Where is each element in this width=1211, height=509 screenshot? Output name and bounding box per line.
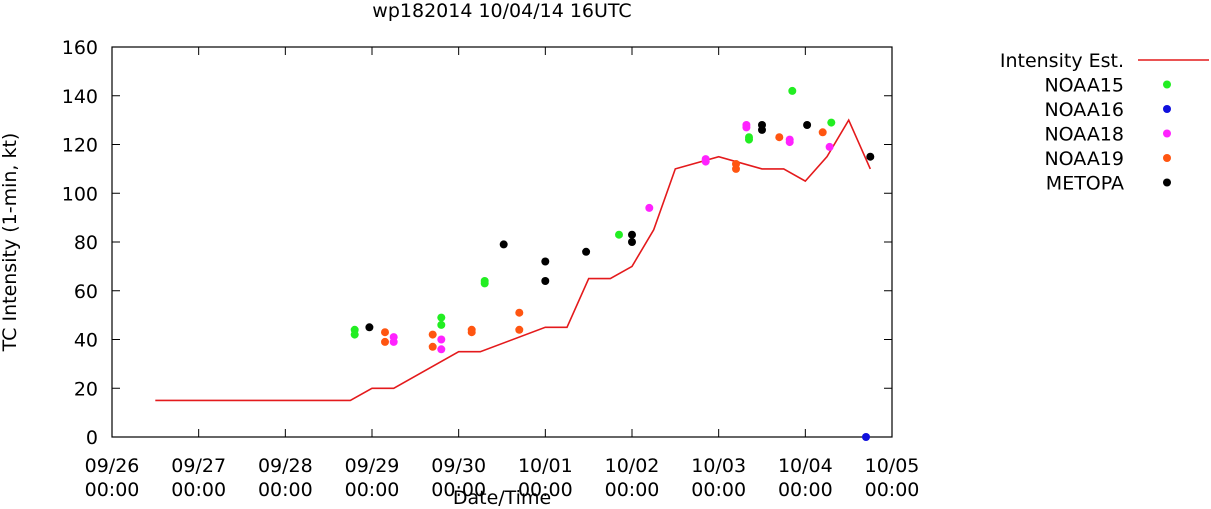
noaa19-point [381,337,389,346]
noaa19-point [428,342,437,351]
x-tick-time: 00:00 [171,479,226,501]
x-tick-date: 09/29 [345,455,400,477]
legend-label: NOAA15 [1044,75,1124,97]
x-tick-time: 00:00 [778,479,833,501]
metopa-point [758,125,766,134]
legend-point-swatch [1163,129,1171,138]
metopa-point [628,238,636,246]
noaa18-point [389,337,398,346]
noaa15-point [437,320,446,329]
x-tick-date: 10/04 [778,455,833,477]
legend-point-swatch [1163,178,1171,187]
y-tick-label: 160 [62,37,98,59]
x-tick-time: 00:00 [691,479,746,501]
legend-point-swatch [1163,80,1171,89]
y-tick-label: 20 [74,378,98,400]
y-tick-label: 0 [86,427,98,449]
axis-ticks: 02040608010012014016009/2600:0009/2700:0… [62,37,920,501]
intensity-line-group [155,118,872,402]
y-tick-label: 60 [74,281,98,303]
intensity-est-line [155,118,872,402]
y-axis-label: TC Intensity (1-min, kt) [0,133,21,353]
legend-label: NOAA19 [1044,148,1124,170]
noaa19-point [428,330,437,339]
legend-point-swatch [1163,154,1171,162]
chart-title: wp182014 10/04/14 16UTC [372,0,631,22]
x-tick-date: 10/03 [691,455,746,477]
x-tick-date: 10/01 [518,455,573,477]
x-tick-date: 09/26 [85,455,140,477]
legend-label: Intensity Est. [1000,50,1124,72]
noaa15-point [615,230,623,239]
legend-point-swatch [1163,105,1171,113]
noaa15-point [788,86,797,95]
metopa-point [499,240,508,249]
metopa-point [582,247,591,256]
x-tick-date: 09/28 [258,455,313,477]
noaa18-point [785,138,794,147]
noaa19-point [818,128,827,137]
metopa-point [803,121,812,129]
noaa19-point [775,133,784,142]
noaa15-point [437,313,446,322]
noaa15-point [745,135,753,144]
noaa18-point [701,157,710,166]
x-tick-time: 00:00 [258,479,313,501]
noaa19-point [381,328,389,337]
x-tick-time: 00:00 [518,479,573,501]
y-tick-label: 80 [74,232,98,254]
metopa-point [541,277,550,285]
noaa18-point [742,123,751,132]
metopa-point [541,257,550,266]
legend-label: NOAA16 [1044,99,1124,121]
x-tick-time: 00:00 [85,479,140,501]
x-tick-time: 00:00 [605,479,660,501]
data-points-group [350,86,875,441]
metopa-point [365,323,374,332]
noaa18-point [437,335,446,344]
x-tick-date: 10/02 [605,455,660,477]
x-tick-time: 00:00 [865,479,920,501]
legend-label: METOPA [1046,173,1124,195]
noaa18-point [645,203,654,212]
y-tick-label: 100 [62,183,98,205]
noaa16-point [862,433,870,441]
x-tick-time: 00:00 [431,479,486,501]
x-axis-label: Date/Time [453,487,551,509]
noaa19-point [515,308,524,317]
metopa-point [866,152,875,161]
legend-label: NOAA18 [1044,124,1124,146]
noaa19-point [515,325,524,334]
metopa-point [628,230,636,239]
y-tick-label: 40 [74,330,98,352]
noaa15-point [480,279,489,288]
noaa18-point [825,142,834,151]
y-tick-label: 140 [62,86,98,108]
x-tick-time: 00:00 [345,479,400,501]
x-tick-date: 09/30 [431,455,486,477]
noaa19-point [732,164,740,173]
y-tick-label: 120 [62,135,98,157]
noaa15-point [827,118,836,127]
noaa15-point [350,330,359,339]
x-tick-date: 10/05 [865,455,920,477]
noaa18-point [437,345,446,354]
x-tick-date: 09/27 [171,455,226,477]
noaa19-point [467,328,476,337]
